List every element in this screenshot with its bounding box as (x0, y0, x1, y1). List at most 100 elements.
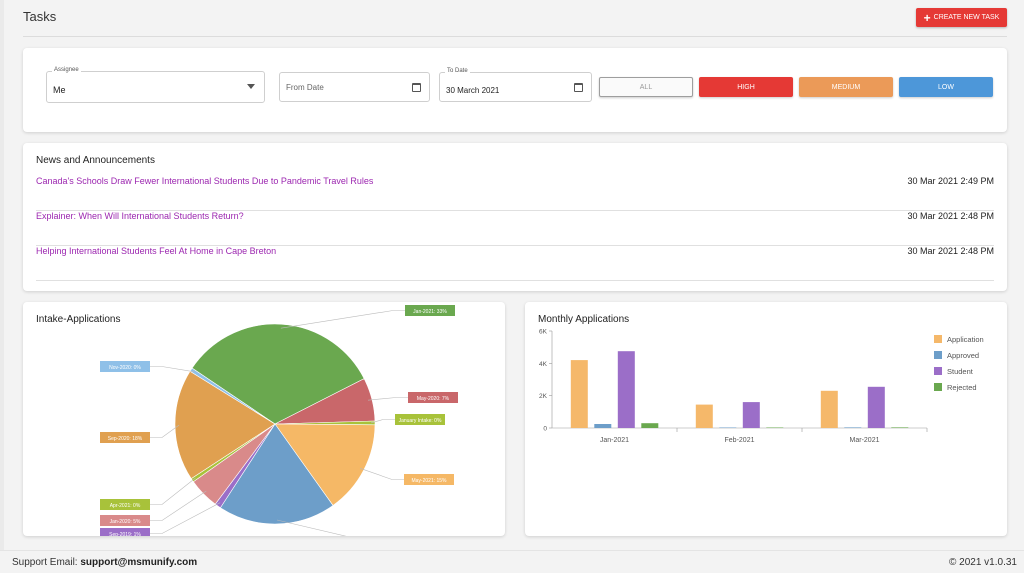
priority-high-button[interactable]: HIGH (699, 77, 793, 97)
version-label: © 2021 v1.0.31 (949, 557, 1017, 568)
bar[interactable] (695, 404, 713, 428)
pie-slice[interactable] (191, 323, 365, 425)
legend-swatch (934, 367, 942, 375)
bar[interactable] (617, 351, 635, 428)
pie-leader-line (150, 366, 195, 373)
support-email-link[interactable]: support@msmunify.com (80, 557, 198, 568)
news-card: News and Announcements Canada's Schools … (23, 143, 1007, 291)
x-tick-label: Mar-2021 (850, 437, 880, 444)
pie-label-box (100, 361, 150, 372)
pie-slice-label: Apr-2021: 0% (110, 503, 141, 509)
calendar-icon[interactable] (412, 83, 421, 92)
assignee-label: Assignee (52, 67, 81, 73)
y-tick-label: 4K (539, 361, 548, 368)
footer: Support Email: support@msmunify.com © 20… (0, 550, 1024, 573)
news-item: Canada's Schools Draw Fewer Internationa… (36, 176, 994, 211)
bar[interactable] (742, 402, 760, 428)
pie-label-box (404, 474, 454, 485)
pie-slice[interactable] (219, 423, 334, 525)
from-date-placeholder: From Date (286, 83, 324, 92)
support-email: Support Email: support@msmunify.com (12, 557, 197, 568)
pie-slice-label: Nov-2020: 0% (109, 365, 141, 371)
pie-slice-label: Jan-2021: 33% (413, 309, 447, 315)
news-item: Helping International Students Feel At H… (36, 246, 994, 281)
bar[interactable] (844, 427, 862, 428)
monthly-applications-card: Monthly Applications 0 2K 4K 6K Jan-2021 Feb-… (525, 302, 1007, 536)
bar-chart-title: Monthly Applications (538, 314, 630, 325)
from-date-field[interactable]: From Date (279, 72, 430, 102)
x-tick-label: Jan-2021 (600, 437, 629, 444)
pie-label-box (100, 528, 150, 536)
calendar-icon[interactable] (574, 83, 583, 92)
to-date-field[interactable]: To Date 30 March 2021 (439, 68, 592, 102)
priority-all-button[interactable]: ALL (599, 77, 693, 97)
to-date-value: 30 March 2021 (446, 86, 500, 95)
pie-slice[interactable] (274, 423, 376, 506)
pie-label-box (100, 515, 150, 526)
y-tick-label: 0 (543, 426, 547, 433)
pie-label-box (100, 432, 150, 443)
y-tick-label: 2K (539, 393, 548, 400)
x-tick-label: Feb-2021 (725, 437, 755, 444)
pie-slice[interactable] (174, 370, 276, 480)
pie-label-box (405, 305, 455, 316)
pie-slice-label: May-2020: 7% (417, 396, 450, 402)
create-new-task-button[interactable]: + CREATE NEW TASK (916, 8, 1007, 27)
pie-slice-label: January Intake: 0% (399, 418, 442, 424)
news-headline-link[interactable]: Explainer: When Will International Stude… (36, 211, 244, 221)
pie-chart: Jan-2021: 33% May-2020: 7% January Intake:… (100, 305, 458, 536)
pie-leader-line (370, 419, 395, 424)
news-headline-link[interactable]: Helping International Students Feel At H… (36, 246, 277, 256)
chevron-down-icon (247, 84, 255, 89)
title-divider (23, 36, 1007, 37)
window-edge (0, 0, 4, 573)
priority-low-button[interactable]: LOW (899, 77, 993, 97)
legend-swatch (934, 335, 942, 343)
bar[interactable] (719, 427, 737, 429)
news-headline-link[interactable]: Canada's Schools Draw Fewer Internationa… (36, 176, 374, 186)
pie-leader-line (280, 310, 405, 329)
pie-slice-label: Sep-2020: 18% (108, 436, 143, 442)
pie-label-box (408, 392, 458, 403)
pie-slice-label: Jan-2020: 5% (110, 519, 141, 525)
assignee-select[interactable]: Assignee Me (46, 67, 265, 103)
to-date-label: To Date (445, 68, 470, 74)
legend-swatch (934, 351, 942, 359)
pie-label-box (100, 499, 150, 510)
bar[interactable] (641, 423, 659, 428)
pie-leader-line (150, 490, 207, 521)
bar[interactable] (594, 424, 612, 428)
assignee-value: Me (53, 85, 66, 95)
y-tick-label: 6K (539, 329, 548, 336)
support-label: Support Email: (12, 557, 78, 568)
pie-leader-line (276, 519, 347, 536)
pie-leader-line (150, 477, 196, 505)
legend-label: Rejected (947, 383, 977, 392)
news-timestamp: 30 Mar 2021 2:48 PM (907, 246, 994, 256)
bar[interactable] (820, 390, 838, 428)
priority-medium-button[interactable]: MEDIUM (799, 77, 893, 97)
pie-chart-title: Intake-Applications (36, 314, 121, 325)
bar[interactable] (891, 427, 909, 428)
bar[interactable] (570, 360, 588, 428)
legend-swatch (934, 383, 942, 391)
news-title: News and Announcements (36, 155, 155, 166)
bar[interactable] (867, 386, 885, 428)
task-filter-card: Assignee Me From Date To Date 30 March 2… (23, 48, 1007, 132)
top-bar: Tasks + CREATE NEW TASK (0, 0, 1024, 36)
news-timestamp: 30 Mar 2021 2:49 PM (907, 176, 994, 186)
bar[interactable] (766, 427, 784, 429)
pie-leader-line (150, 424, 180, 438)
legend-label: Application (947, 335, 984, 344)
pie-label-box (395, 414, 445, 425)
plus-icon: + (923, 10, 931, 25)
legend-label: Approved (947, 351, 979, 360)
news-item: Explainer: When Will International Stude… (36, 211, 994, 246)
pie-leader-line (150, 502, 221, 534)
create-new-task-label: CREATE NEW TASK (933, 14, 1000, 21)
pie-slice-label: May-2021: 15% (411, 478, 447, 484)
bar-chart: 0 2K 4K 6K Jan-2021 Feb-2021 Mar-2021 Applicati… (539, 329, 984, 445)
page-title: Tasks (23, 9, 57, 24)
pie-leader-line (360, 468, 404, 480)
pie-leader-line (367, 397, 408, 401)
